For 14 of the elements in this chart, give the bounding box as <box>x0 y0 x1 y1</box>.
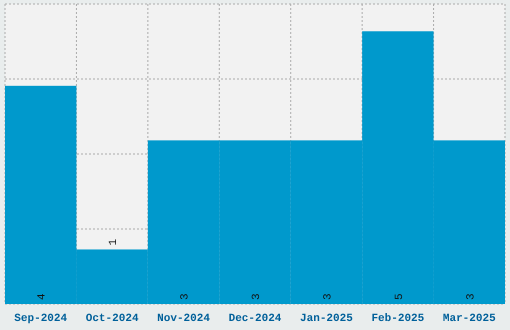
x-tick-label: Dec-2024 <box>228 313 282 325</box>
data-label: 3 <box>251 293 263 300</box>
x-tick-label: Jan-2025 <box>300 313 354 325</box>
data-label: 1 <box>108 238 120 246</box>
x-tick-label: Mar-2025 <box>442 313 496 325</box>
data-label: 3 <box>465 293 478 300</box>
data-label: 5 <box>394 293 406 300</box>
data-label: 3 <box>322 293 334 300</box>
x-tick-label: Sep-2024 <box>14 313 68 325</box>
x-tick-label: Feb-2025 <box>371 313 425 325</box>
data-label: 4 <box>36 293 49 300</box>
x-tick-label: Oct-2024 <box>86 313 139 325</box>
data-label: 3 <box>180 293 192 300</box>
x-tick-label: Nov-2024 <box>157 313 210 325</box>
